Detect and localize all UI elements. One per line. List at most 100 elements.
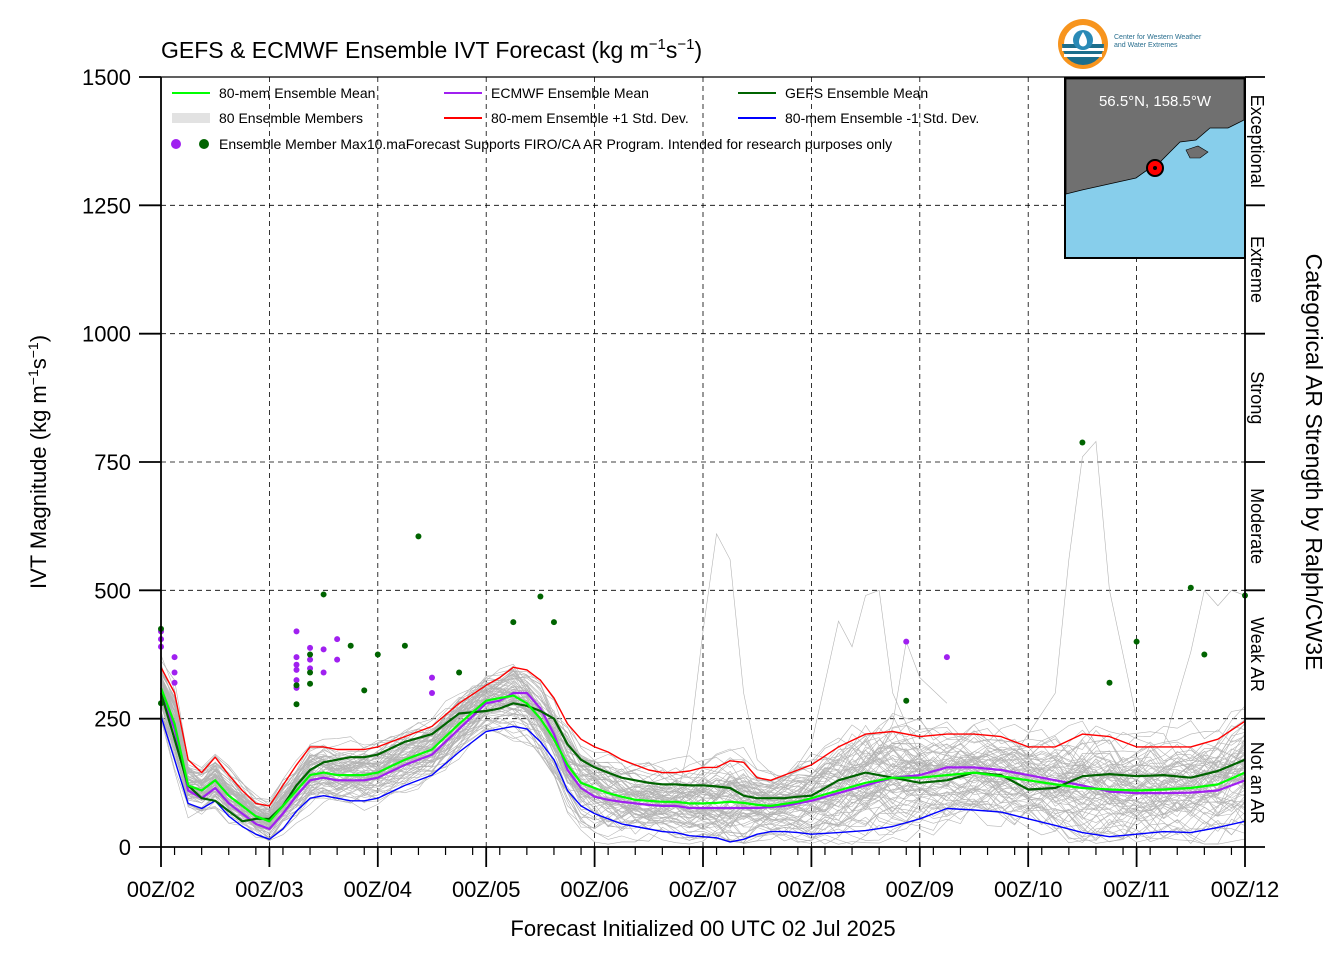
member-max-point (171, 679, 178, 686)
y-tick-label: 0 (119, 835, 131, 860)
ensemble-member-line (160, 671, 1246, 815)
y-axis-title-part: −1 (25, 369, 41, 385)
chart-title-part: GEFS & ECMWF Ensemble IVT Forecast (kg m (161, 37, 649, 63)
member-max-point (307, 651, 314, 658)
member-max-point (334, 656, 341, 663)
category-label: Not an AR (1247, 742, 1267, 824)
member-max-point (1187, 584, 1194, 591)
member-max-point (293, 654, 300, 661)
legend-label: 80 Ensemble Members (219, 110, 363, 126)
member-max-point (415, 533, 422, 540)
member-max-point (361, 687, 368, 694)
logo-line-1: Center for Western Weather (1114, 34, 1202, 41)
legend-max-gefs-dot (199, 139, 209, 149)
y-tick-label: 500 (94, 578, 131, 603)
cw3e-logo-text: Center for Western Weather and Water Ext… (1114, 34, 1201, 50)
member-max-point (171, 669, 178, 676)
ensemble-member-line (160, 654, 1246, 811)
y-tick-label: 1000 (82, 322, 131, 347)
ensemble-member-line (160, 711, 1246, 843)
member-max-point (550, 619, 557, 626)
ensemble-member-line (160, 673, 1246, 807)
ensemble-member-line (160, 663, 1246, 808)
member-max-point (429, 674, 435, 681)
cw3e-logo-icon (1058, 19, 1108, 69)
ensemble-member-line (160, 670, 1246, 812)
chart-title-part: −1 (677, 36, 694, 53)
y-axis-title-part: IVT Magnitude (kg m (26, 385, 51, 589)
member-max-point (537, 593, 544, 600)
legend-label: 80-mem Ensemble Mean (219, 85, 375, 101)
ensemble-member-line (1000, 440, 1137, 776)
cw3e-logo (1056, 18, 1246, 70)
legend-label: 80-mem Ensemble -1 Std. Dev. (785, 110, 979, 126)
member-max-point (307, 665, 314, 672)
series-line (160, 666, 1246, 807)
member-max-point (307, 669, 314, 676)
series-line (160, 715, 1246, 843)
member-max-point (334, 636, 341, 643)
member-max-point (320, 591, 327, 598)
y-tick-label: 1250 (82, 193, 131, 218)
x-tick-label: 00Z/02 (127, 877, 196, 902)
legend-label: 80-mem Ensemble +1 Std. Dev. (491, 110, 689, 126)
x-tick-label: 00Z/05 (452, 877, 521, 902)
ensemble-member-line (784, 589, 921, 786)
logo-line-2: and Water Extremes (1114, 42, 1178, 49)
ensemble-member-line (160, 669, 1246, 816)
category-label: Weak AR (1247, 617, 1267, 692)
y-tick-label: 1500 (82, 65, 131, 90)
member-max-point (293, 701, 300, 708)
x-tick-label: 00Z/09 (886, 877, 955, 902)
member-max-point (429, 690, 435, 696)
inset-map-island (1185, 145, 1209, 159)
y-axis-title-part: −1 (25, 342, 41, 358)
y-tick-label: 250 (94, 707, 131, 732)
y-axis-title-part: s (26, 358, 51, 369)
member-max-point (456, 669, 463, 676)
member-max-point (320, 669, 327, 676)
inset-map-location-center (1153, 166, 1157, 170)
series-line (159, 691, 1246, 831)
y-axis-title-part: ) (26, 335, 51, 342)
inset-map-land (1065, 78, 1245, 195)
chart-title-part: s (666, 37, 678, 63)
member-max-point (293, 677, 300, 684)
y-axis-title: IVT Magnitude (kg m−1s−1) (25, 335, 51, 589)
ensemble-member-line (160, 692, 1246, 825)
ensemble-member-line (160, 681, 1246, 815)
member-max-point (1079, 439, 1086, 446)
ensemble-member-line (160, 694, 1246, 828)
member-max-point (293, 661, 300, 668)
category-label: Moderate (1247, 488, 1267, 564)
y-tick-label: 750 (94, 450, 131, 475)
member-max-point (320, 646, 327, 653)
chart-title-part: ) (695, 37, 703, 63)
x-axis-title: Forecast Initialized 00 UTC 02 Jul 2025 (510, 916, 895, 941)
member-max-point (293, 628, 300, 635)
ensemble-member-line (160, 676, 1246, 815)
member-max-point (374, 651, 381, 658)
member-max-point (401, 642, 408, 649)
x-tick-label: 00Z/07 (669, 877, 738, 902)
x-tick-label: 00Z/10 (994, 877, 1063, 902)
member-max-point (293, 666, 300, 673)
ensemble-member-line (160, 713, 1246, 844)
x-tick-label: 00Z/08 (777, 877, 846, 902)
legend-label: ECMWF Ensemble Mean (491, 85, 649, 101)
ensemble-member-line (160, 660, 1246, 800)
ensemble-member-line (160, 711, 1246, 845)
legend-label: GEFS Ensemble Mean (785, 85, 928, 101)
member-max-point (1106, 679, 1113, 686)
member-max-point (347, 642, 354, 649)
x-tick-label: 00Z/06 (560, 877, 629, 902)
member-max-point (171, 654, 178, 661)
ensemble-member-line (160, 679, 1246, 810)
member-max-point (1201, 651, 1208, 658)
chart-title-part: −1 (649, 36, 666, 53)
right-axis-title: Categorical AR Strength by Ralph/CW3E (1301, 254, 1327, 671)
member-max-point (903, 697, 910, 704)
chart-title: GEFS & ECMWF Ensemble IVT Forecast (kg m… (161, 36, 702, 63)
category-label: Extreme (1247, 236, 1267, 303)
